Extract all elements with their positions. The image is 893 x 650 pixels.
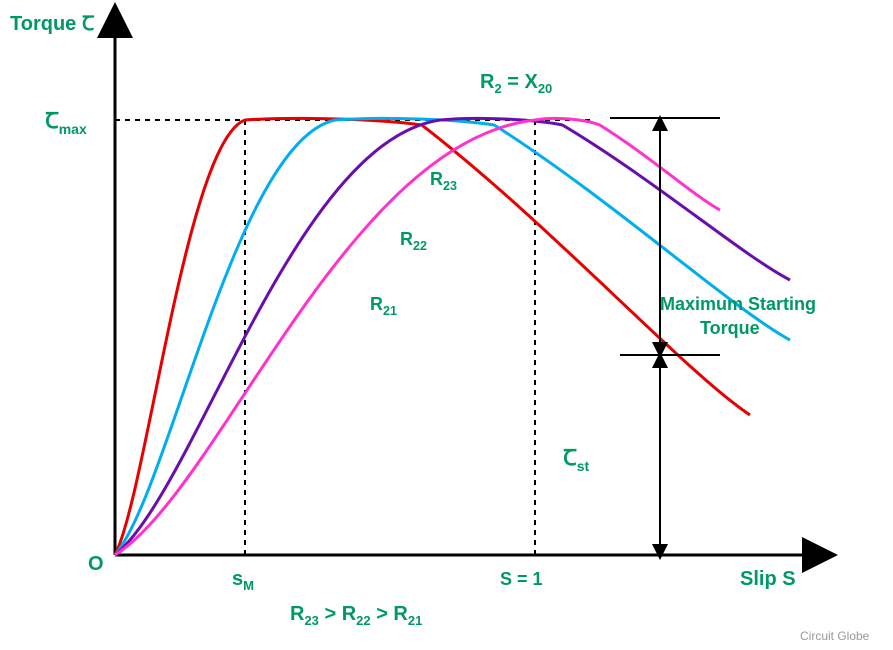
s1-label: S = 1 (500, 569, 543, 589)
torque-slip-chart: Torque ꞆSlip SOꞆmaxsMS = 1R21R22R23R2 = … (0, 0, 893, 650)
max-torque-label-2: Torque (700, 318, 760, 338)
y-axis-label: Torque Ꞇ (10, 13, 95, 35)
footer-watermark: Circuit Globe (800, 629, 870, 643)
max-torque-label-1: Maximum Starting (660, 294, 816, 314)
origin-label: O (88, 553, 104, 575)
x-axis-label: Slip S (740, 568, 796, 590)
